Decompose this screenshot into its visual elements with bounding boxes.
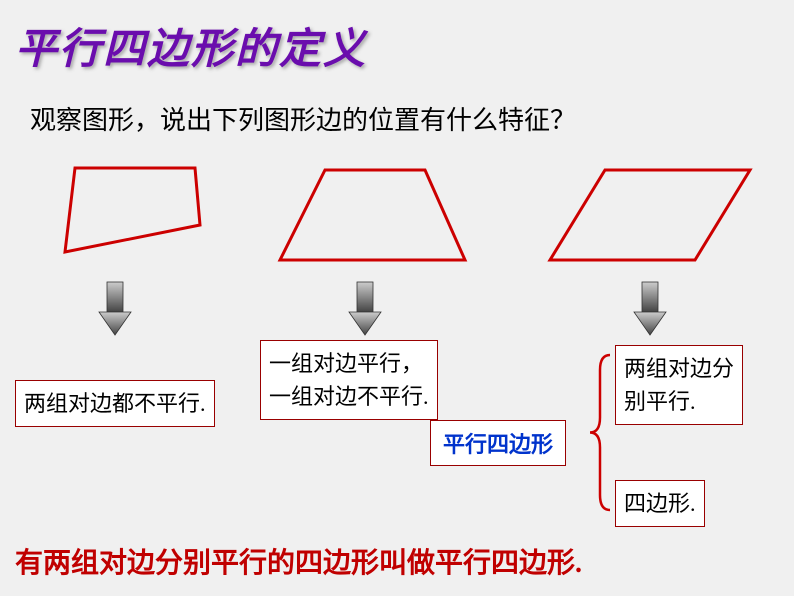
- shape-trapezoid: [270, 160, 470, 270]
- page-title: 平行四边形的定义: [15, 15, 367, 76]
- box2-line2: 一组对边不平行.: [269, 384, 429, 409]
- box4-text: 四边形.: [624, 491, 696, 516]
- label-parallelogram: 平行四边形: [430, 420, 566, 466]
- description-box-3: 两组对边分 别平行.: [615, 345, 743, 425]
- arrow-down-icon: [630, 280, 670, 340]
- arrow-down-icon: [345, 280, 385, 340]
- description-box-2: 一组对边平行， 一组对边不平行.: [260, 340, 438, 420]
- description-box-4: 四边形.: [615, 480, 705, 527]
- brace-icon: [585, 350, 615, 515]
- label-parallelogram-text: 平行四边形: [443, 432, 553, 457]
- box3-line1: 两组对边分: [624, 356, 734, 381]
- description-box-1: 两组对边都不平行.: [15, 380, 215, 427]
- box3-line2: 别平行.: [624, 389, 696, 414]
- arrow-down-icon: [95, 280, 135, 340]
- box2-line1: 一组对边平行，: [269, 351, 423, 376]
- shape-parallelogram: [540, 160, 760, 270]
- shape-irregular-quad: [55, 160, 215, 260]
- question-text: 观察图形，说出下列图形边的位置有什么特征？: [30, 100, 576, 137]
- definition-text: 有两组对边分别平行的四边形叫做平行四边形.: [15, 541, 582, 581]
- box1-text: 两组对边都不平行.: [24, 391, 206, 416]
